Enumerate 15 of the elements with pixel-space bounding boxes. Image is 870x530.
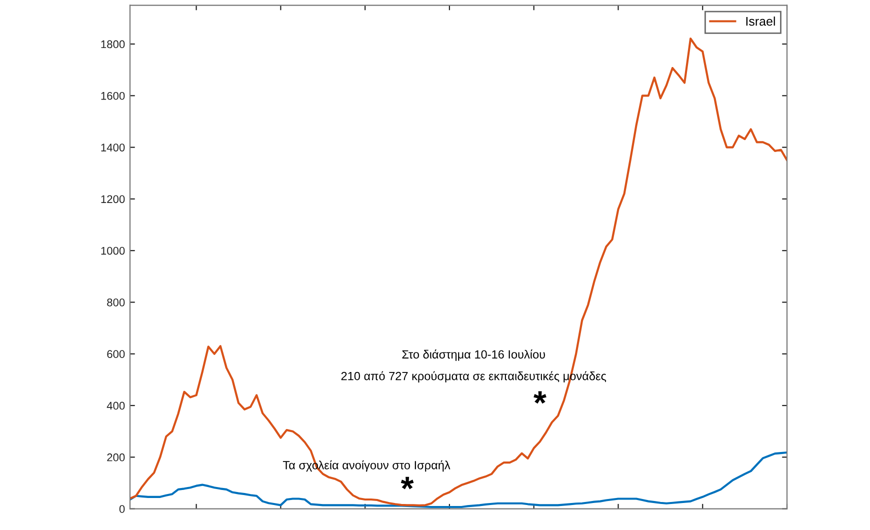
y-tick-label: 400 — [106, 402, 125, 410]
y-tick-label: 1200 — [101, 195, 125, 204]
legend-label: Israel — [746, 16, 775, 26]
y-tick-label: 1400 — [101, 144, 125, 152]
annotation: Στο διάστημα 10-16 Ιουλίου — [402, 350, 545, 361]
y-tick-label: 1600 — [101, 92, 125, 100]
y-tick-label: 200 — [107, 453, 125, 462]
line-series — [130, 38, 787, 506]
y-tick-label: 800 — [107, 298, 125, 306]
y-tick-label: 0 — [119, 505, 125, 513]
y-tick-label: 600 — [107, 350, 125, 358]
annotation: * — [400, 476, 414, 490]
y-tick-label: 1800 — [101, 40, 125, 48]
annotation: * — [534, 391, 546, 404]
y-tick-label: 1000 — [101, 246, 125, 255]
